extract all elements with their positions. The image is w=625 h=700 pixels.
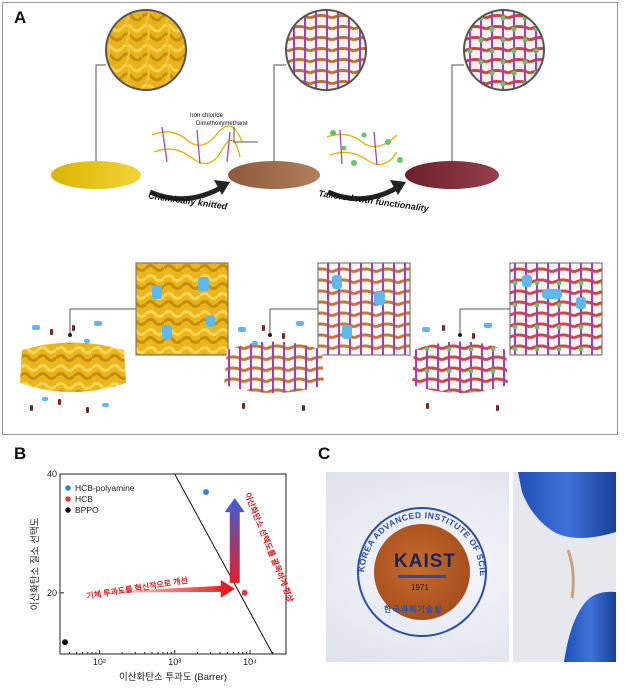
brown-membrane-disc [228, 161, 320, 189]
x-tick-label: 10⁴ [243, 657, 257, 667]
panel-a-gas-permeation-illustration [20, 262, 603, 413]
permeability-arrow [83, 579, 235, 598]
y-tick-label: 40 [47, 469, 57, 479]
data-point [202, 488, 210, 496]
seal-korean-name: 한국과학기술원 [384, 605, 443, 614]
panel-b-letter: B [14, 444, 27, 463]
x-axis-title: 이산화탄소 투과도 (Barrer) [119, 672, 227, 683]
legend-label: BPPO [75, 505, 99, 515]
kaist-seal: KOREA ADVANCED INSTITUTE OF SCIENCE AND … [326, 472, 488, 577]
functionalized-network-magnified [463, 9, 545, 91]
data-point [61, 638, 69, 646]
y-tick-label: 20 [47, 588, 57, 598]
legend-marker [65, 496, 71, 502]
y-axis-title: 이산화탄소 질소 선택도 [29, 517, 41, 610]
upper-bound-line [174, 474, 274, 654]
polymer-chain-sketch [151, 125, 243, 165]
legend-marker [65, 485, 71, 491]
annotation-selectivity: 이산화탄소 선택도를 괄목하게 향상 [243, 491, 296, 604]
legend-label: HCB-polyamine [75, 483, 135, 493]
data-point [241, 589, 249, 597]
x-tick-label: 10² [93, 657, 106, 667]
x-tick-label: 10³ [168, 657, 181, 667]
selectivity-permeability-chart: 10² 10³ 10⁴ 20 40 이산화탄소 투과도 (Barrer) 이산화탄소 질소 … [29, 469, 296, 683]
reagent-dimethoxymethane: Dimethoxymethane [196, 121, 248, 127]
legend-label: HCB [75, 494, 93, 504]
yellow-fiber-magnified [105, 9, 187, 91]
seal-year: 1971 [411, 583, 429, 592]
reagent-iron-chloride: Iron chloride [190, 113, 224, 119]
panel-a-membrane-synthesis-illustration [51, 9, 545, 202]
panel-c-letter: C [318, 444, 331, 463]
panel-a-letter: A [14, 8, 27, 27]
yellow-membrane-disc [51, 161, 141, 189]
legend-marker [65, 507, 71, 513]
selectivity-arrow [224, 498, 245, 583]
red-membrane-disc [405, 161, 499, 189]
kaist-membrane-photo [326, 472, 616, 662]
plot-frame [59, 473, 287, 655]
annotation-permeability: 기체 투과도를 혁신적으로 개선 [86, 575, 189, 601]
seal-kaist-logo: KAIST [394, 551, 456, 572]
knitted-network-magnified [285, 9, 367, 91]
